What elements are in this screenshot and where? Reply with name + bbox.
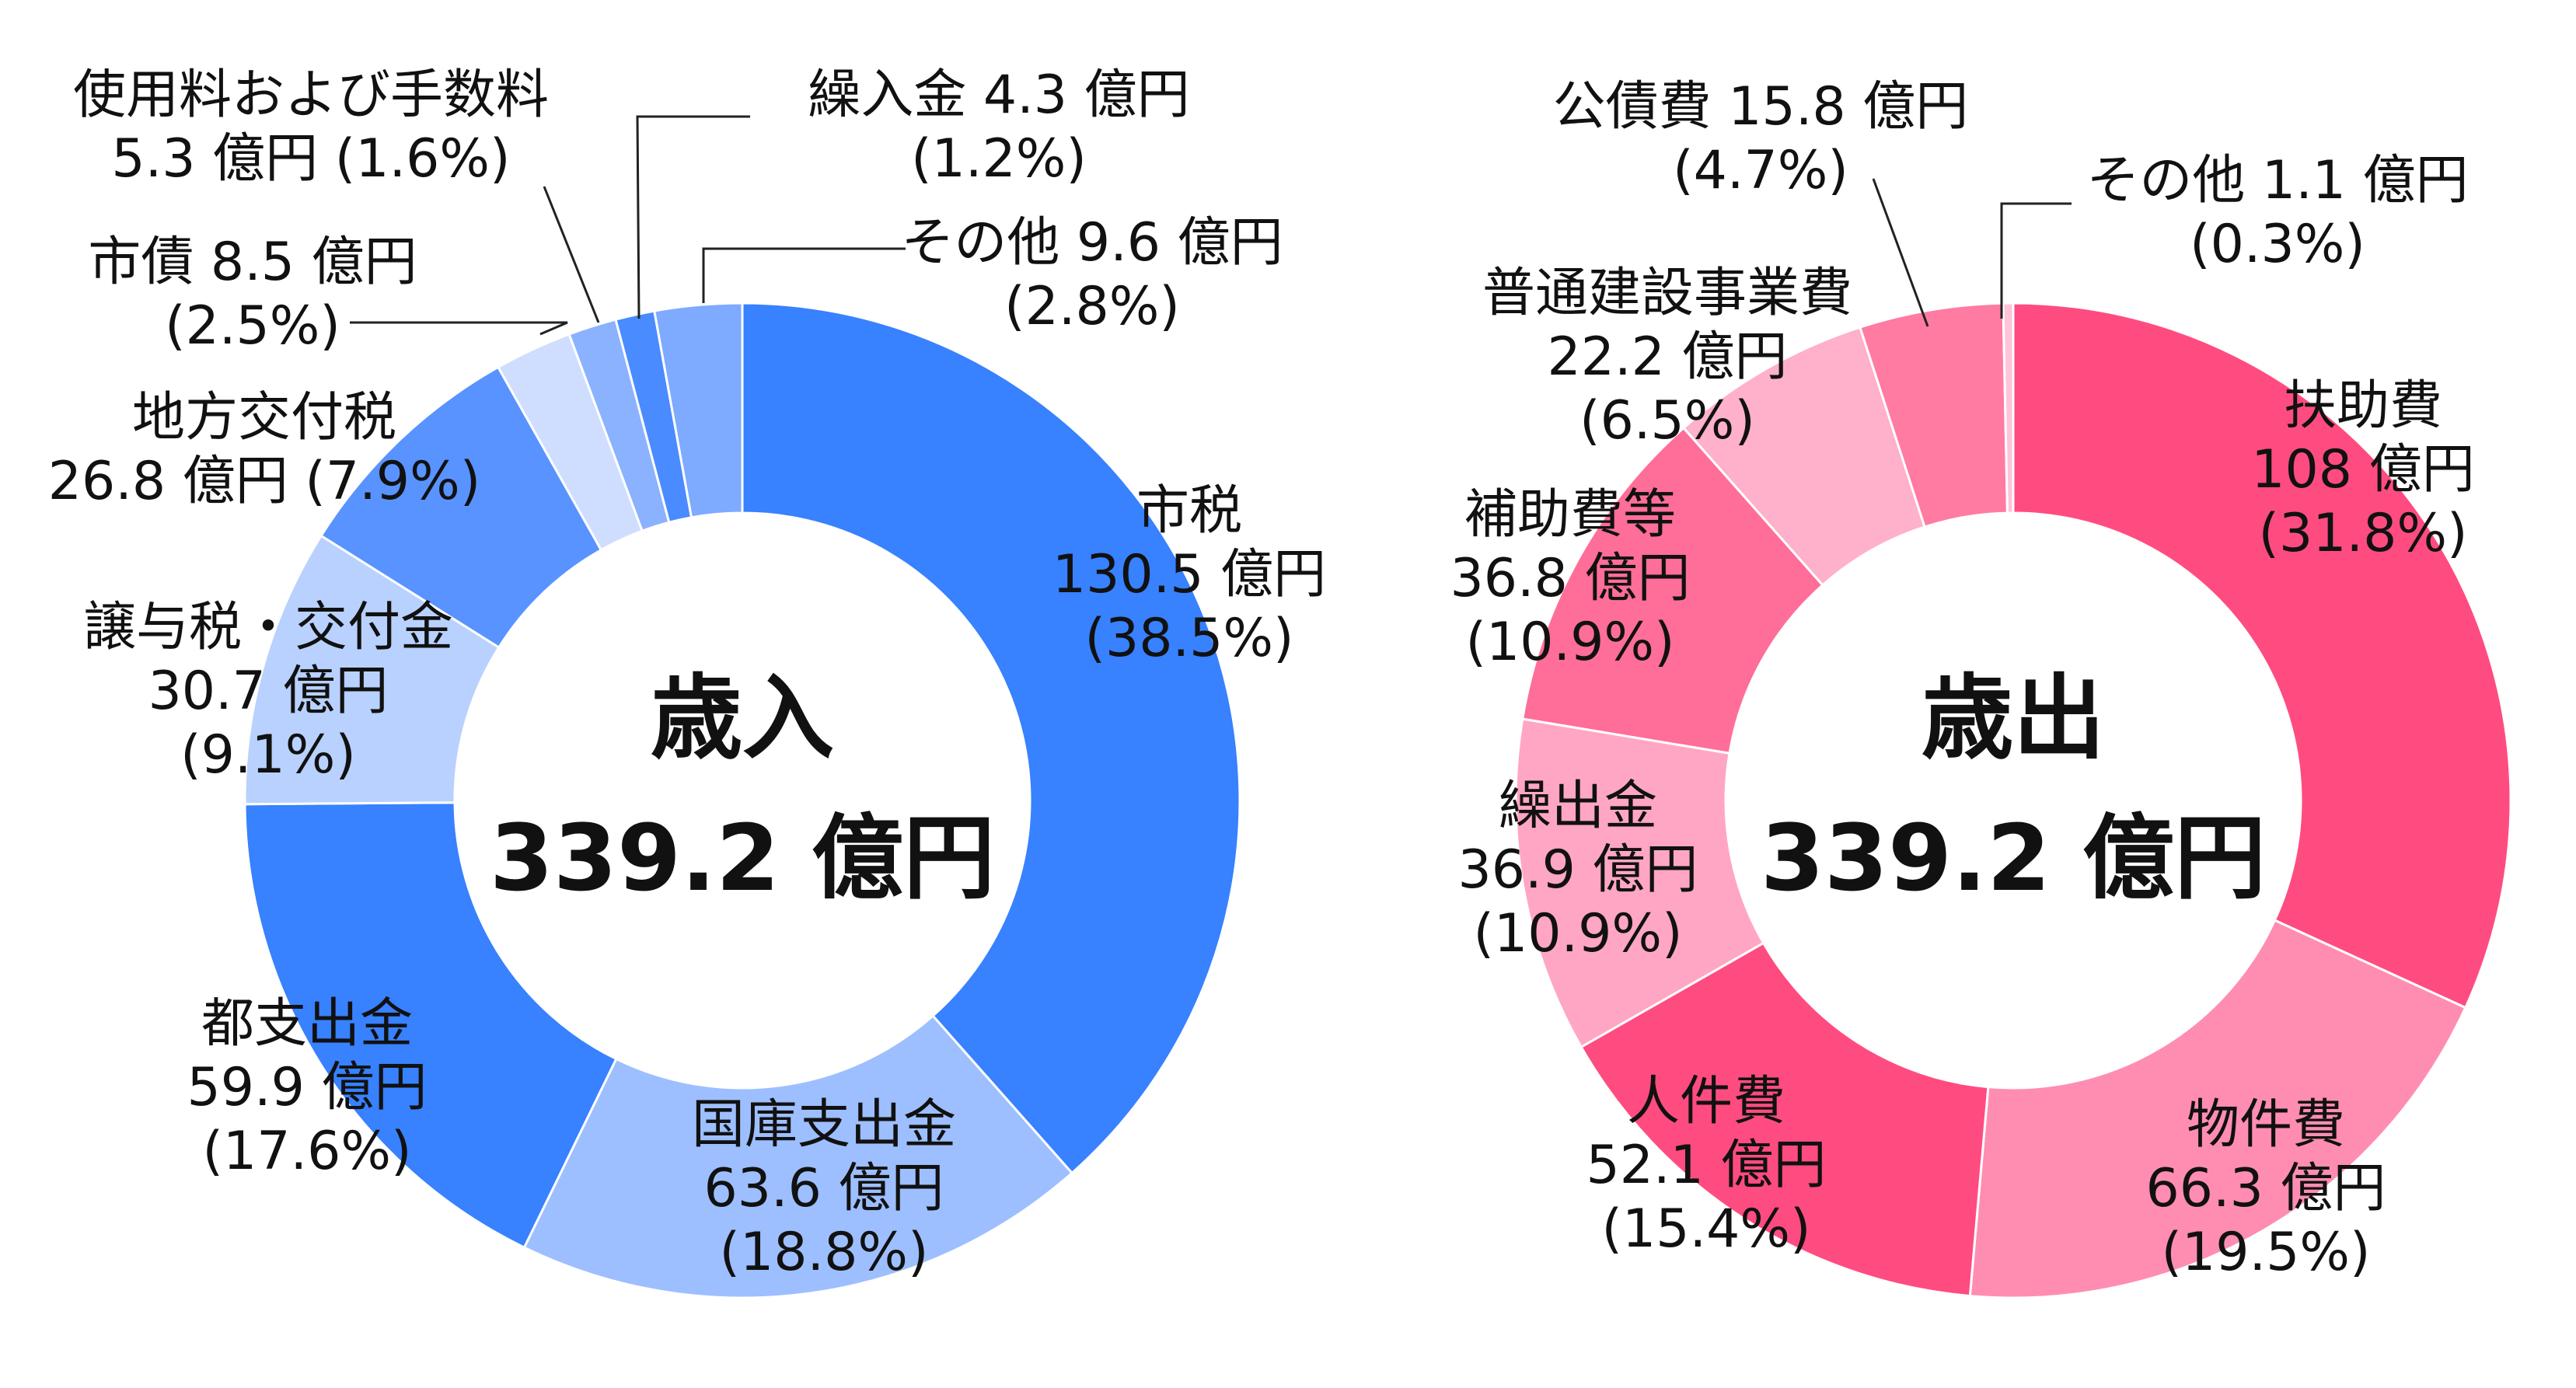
revenue-slice-label-line: 都支出金	[201, 993, 413, 1055]
revenue-donut-chart: 市税 130.5 億円(38.5%) 国庫支出金 63.6 億円(18.8%) 都支出金…	[48, 65, 1326, 1299]
revenue-leader-line-8	[702, 247, 906, 303]
expenditure-slice-label-line: 36.9 億円	[1457, 839, 1698, 901]
expenditure-slice-label-line: 物件費	[2187, 1094, 2345, 1156]
revenue-slice-label-line: (9.1%)	[180, 724, 356, 786]
expenditure-donut-hole	[1726, 513, 2301, 1088]
expenditure-slice-label-0: 扶助費 108 億円(31.8%)	[2251, 375, 2474, 564]
expenditure-slice-label-line: 36.8 億円	[1450, 548, 1690, 609]
expenditure-slice-label-line: 22.2 億円	[1547, 326, 1787, 388]
expenditure-slice-label-4: 補助費等 36.8 億円(10.9%)	[1450, 484, 1690, 673]
revenue-slice-label-line: 26.8 億円 (7.9%)	[48, 451, 480, 512]
revenue-slice-label-line: 30.7 億円	[148, 661, 388, 722]
expenditure-slice-label-line: 108 億円	[2251, 439, 2474, 500]
revenue-leader-line-6	[543, 186, 600, 323]
revenue-slice-label-2: 都支出金 59.9 億円(17.6%)	[187, 993, 427, 1182]
expenditure-slice-label-1: 物件費 66.3 億円(19.5%)	[2145, 1094, 2386, 1283]
expenditure-slice-label-6: 公債費 15.8 億円(4.7%)	[1553, 76, 1969, 201]
expenditure-slice-label-line: (19.5%)	[2161, 1222, 2370, 1283]
expenditure-slice-label-7: その他 1.1 億円(0.3%)	[2086, 150, 2468, 275]
revenue-slice-label-line: 59.9 億円	[187, 1057, 427, 1118]
expenditure-slice-label-line: 普通建設事業費	[1482, 263, 1852, 324]
expenditure-slice-label-line: 人件費	[1627, 1071, 1785, 1132]
expenditure-center-title: 歳出	[1922, 664, 2105, 772]
revenue-slice-label-line: 63.6 億円	[703, 1158, 944, 1219]
expenditure-center-total: 339.2 億円	[1761, 804, 2266, 912]
expenditure-slice-label-line: 52.1 億円	[1586, 1135, 1826, 1196]
revenue-slice-label-line: 130.5 億円	[1052, 544, 1326, 605]
expenditure-slice-label-line: 扶助費	[2284, 375, 2442, 437]
revenue-slice-label-line: 譲与税・交付金	[83, 597, 453, 658]
revenue-slice-label-line: (1.2%)	[911, 128, 1087, 190]
revenue-slice-label-1: 国庫支出金 63.6 億円(18.8%)	[692, 1094, 956, 1283]
expenditure-slice-label-line: (10.9%)	[1473, 903, 1682, 964]
revenue-slice-label-line: (2.8%)	[1004, 276, 1180, 337]
expenditure-slice-label-5: 普通建設事業費 22.2 億円(6.5%)	[1482, 263, 1852, 452]
revenue-slice-label-line: (2.5%)	[165, 295, 340, 357]
revenue-leader-line-7	[636, 115, 750, 319]
revenue-slice-label-line: (17.6%)	[202, 1121, 411, 1182]
expenditure-slice-label-line: 66.3 億円	[2145, 1158, 2386, 1219]
expenditure-slice-label-line: (10.9%)	[1465, 612, 1674, 673]
expenditure-donut-chart: 扶助費 108 億円(31.8%) 物件費 66.3 億円(19.5%) 人件費 52.1…	[1450, 76, 2512, 1299]
revenue-slice-label-line: (18.8%)	[719, 1222, 928, 1283]
revenue-center-total: 339.2 億円	[490, 804, 995, 912]
expenditure-slice-label-line: (6.5%)	[1579, 390, 1755, 452]
expenditure-leader-line-7	[2000, 202, 2072, 319]
expenditure-slice-label-line: その他 1.1 億円	[2086, 150, 2468, 211]
revenue-leader-line-5	[350, 321, 568, 336]
revenue-slice-label-4: 地方交付税 26.8 億円 (7.9%)	[48, 387, 480, 512]
expenditure-slice-label-line: 繰出金	[1499, 776, 1657, 837]
revenue-slice-2	[243, 801, 618, 1250]
expenditure-slice-0	[2012, 302, 2512, 1010]
revenue-slice-label-line: 地方交付税	[132, 387, 396, 448]
expenditure-slice-label-line: (31.8%)	[2258, 503, 2467, 564]
expenditure-slice-label-line: (15.4%)	[1601, 1198, 1810, 1260]
revenue-slice-label-line: 市債 8.5 億円	[88, 232, 417, 293]
revenue-slice-label-line: 市税	[1136, 480, 1242, 542]
revenue-slice-label-line: 使用料および手数料	[73, 65, 549, 126]
expenditure-leader-line-6	[1872, 178, 1929, 327]
revenue-slice-label-line: その他 9.6 億円	[901, 212, 1283, 274]
revenue-slice-label-0: 市税 130.5 億円(38.5%)	[1052, 480, 1326, 669]
revenue-slice-label-3: 譲与税・交付金 30.7 億円(9.1%)	[83, 597, 453, 786]
revenue-donut-hole	[455, 513, 1030, 1088]
expenditure-slice-label-line: (0.3%)	[2190, 214, 2365, 275]
revenue-slice-label-6: 使用料および手数料 5.3 億円 (1.6%)	[73, 65, 549, 190]
expenditure-slice-label-2: 人件費 52.1 億円(15.4%)	[1586, 1071, 1826, 1260]
revenue-slice-label-line: (38.5%)	[1084, 608, 1293, 669]
revenue-slice-label-line: 5.3 億円 (1.6%)	[111, 128, 510, 190]
expenditure-slice-label-line: 補助費等	[1464, 484, 1676, 546]
revenue-slice-label-8: その他 9.6 億円(2.8%)	[901, 212, 1283, 337]
revenue-slice-label-7: 繰入金 4.3 億円(1.2%)	[808, 65, 1189, 190]
expenditure-slice-label-3: 繰出金 36.9 億円(10.9%)	[1457, 776, 1698, 964]
revenue-center-title: 歳入	[651, 664, 834, 772]
revenue-slice-label-5: 市債 8.5 億円(2.5%)	[88, 232, 417, 357]
revenue-slice-label-line: 繰入金 4.3 億円	[808, 65, 1189, 126]
expenditure-slice-label-line: (4.7%)	[1673, 140, 1848, 201]
expenditure-slice-label-line: 公債費 15.8 億円	[1553, 76, 1969, 138]
revenue-slice-label-line: 国庫支出金	[692, 1094, 956, 1156]
